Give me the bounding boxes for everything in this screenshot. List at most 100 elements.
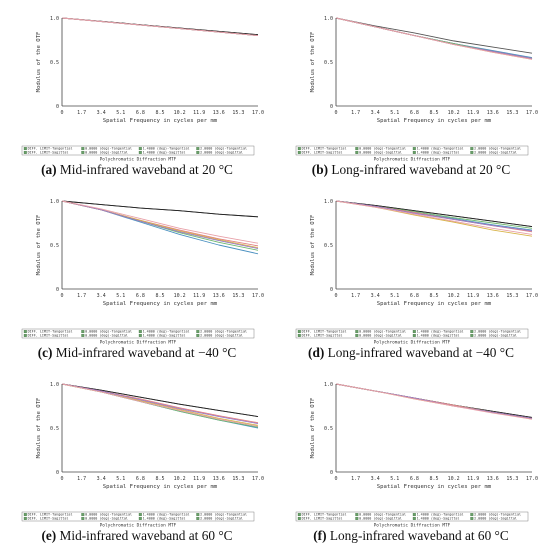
legend-entry: 0.0000 (deg)-Tangential — [359, 513, 406, 517]
y-tick-label: 0 — [56, 470, 59, 476]
y-tick-label: 1.0 — [324, 199, 333, 205]
legend-entry: 1.4000 (deg)-Sagittal — [417, 151, 460, 155]
x-tick-label: 6.8 — [410, 293, 419, 299]
x-axis-label: Spatial Frequency in cycles per mm — [103, 118, 218, 124]
legend-entry: DIFF. LIMIT-Tangential — [302, 147, 347, 151]
legend-entry: 2.0000 (deg)-Sagittal — [474, 334, 517, 338]
mtf-chart-svg: 0 1.7 3.4 5.1 6.8 8.5 10.2 11.9 13.6 15.3 17.0 0 0.5… — [21, 199, 264, 346]
legend-entry: 1.4000 (deg)-Tangential — [417, 147, 464, 151]
legend-swatch — [196, 151, 200, 154]
legend-entry: 1.4000 (deg)-Sagittal — [143, 517, 186, 521]
legend-entry: 2.0000 (deg)-Tangential — [474, 147, 521, 151]
x-tick-label: 15.3 — [506, 476, 518, 482]
legend-swatch — [196, 147, 200, 151]
legend-entry: 2.0000 (deg)-Tangential — [474, 513, 521, 517]
legend-swatch — [297, 334, 301, 337]
mtf-panel: 0 1.7 3.4 5.1 6.8 8.5 10.2 11.9 13.6 15.3 17.0 0 0.5… — [274, 366, 548, 549]
x-tick-label: 3.4 — [97, 476, 106, 482]
plot-area — [336, 18, 532, 106]
x-tick-label: 6.8 — [136, 293, 145, 299]
panel-caption-text: Long-infrared waveband at 60 °C — [326, 528, 509, 543]
chart-footer-label: Polychromatic Diffraction MTF — [100, 523, 177, 529]
panel-label: (c) — [37, 345, 53, 360]
x-tick-label: 15.3 — [232, 293, 244, 299]
series-line-f2-tangential — [61, 200, 259, 249]
legend-box — [295, 511, 529, 522]
y-tick-label: 1.0 — [324, 16, 333, 22]
legend-entry: 0.0000 (deg)-Tangential — [359, 330, 406, 334]
legend-entry: 1.4000 (deg)-Sagittal — [143, 334, 186, 338]
series-line-f2-sagittal — [61, 17, 259, 37]
x-tick-label: 17.0 — [526, 293, 538, 299]
panel-caption-text: Mid-infrared waveband at 20 °C — [56, 162, 233, 177]
legend-swatch — [470, 513, 474, 517]
x-tick-label: 11.9 — [193, 110, 205, 116]
series-line-f2-tangential — [335, 200, 533, 232]
series-line-f2-tangential — [61, 383, 259, 425]
legend-entry: 2.0000 (deg)-Tangential — [474, 330, 521, 334]
legend-entry: 1.4000 (deg)-Tangential — [143, 513, 190, 517]
mtf-panel: 0 1.7 3.4 5.1 6.8 8.5 10.2 11.9 13.6 15.3 17.0 0 0.5… — [0, 183, 274, 366]
legend-swatch — [196, 517, 200, 520]
legend-entry: 1.4000 (deg)-Sagittal — [417, 334, 460, 338]
legend-swatch — [355, 513, 359, 517]
x-tick-label: 10.2 — [448, 293, 460, 299]
legend-entry: 1.4000 (deg)-Sagittal — [417, 517, 460, 521]
legend-swatch — [138, 517, 142, 520]
y-tick-label: 1.0 — [50, 199, 59, 205]
x-tick-label: 11.9 — [467, 110, 479, 116]
legend-swatch — [81, 513, 85, 517]
legend-swatch — [196, 513, 200, 517]
y-tick-label: 0.5 — [50, 243, 59, 249]
mtf-panel: 0 1.7 3.4 5.1 6.8 8.5 10.2 11.9 13.6 15.3 17.0 0 0.5… — [0, 366, 274, 549]
x-tick-label: 8.5 — [155, 293, 164, 299]
legend-entry: 2.0000 (deg)-Tangential — [200, 330, 247, 334]
plot-area — [62, 18, 258, 106]
panel-caption: (f) Long-infrared waveband at 60 °C — [274, 528, 548, 544]
panel-label: (f) — [313, 528, 327, 543]
chart-footer-label: Polychromatic Diffraction MTF — [374, 340, 451, 346]
legend-swatch — [412, 151, 416, 154]
x-tick-label: 3.4 — [371, 476, 380, 482]
x-tick-label: 5.1 — [390, 293, 399, 299]
legend-entry: 1.4000 (deg)-Tangential — [143, 330, 190, 334]
mtf-panel: 0 1.7 3.4 5.1 6.8 8.5 10.2 11.9 13.6 15.3 17.0 0 0.5… — [274, 0, 548, 183]
x-axis-label: Spatial Frequency in cycles per mm — [377, 301, 492, 307]
legend-entry: 0.0000 (deg)-Sagittal — [359, 151, 402, 155]
legend-swatch — [470, 517, 474, 520]
x-tick-label: 8.5 — [155, 110, 164, 116]
y-axis-label: Modulus of the OTF — [36, 397, 42, 458]
x-axis-label: Spatial Frequency in cycles per mm — [103, 484, 218, 490]
legend-entry: DIFF. LIMIT-Tangential — [28, 147, 73, 151]
x-tick-label: 13.6 — [487, 293, 499, 299]
x-tick-label: 17.0 — [252, 476, 264, 482]
y-tick-label: 0 — [330, 104, 333, 110]
legend-swatch — [470, 330, 474, 334]
legend-entry: 0.0000 (deg)-Sagittal — [359, 334, 402, 338]
legend-swatch — [23, 151, 27, 154]
legend-entry: 0.0000 (deg)-Tangential — [85, 147, 132, 151]
x-tick-label: 11.9 — [193, 293, 205, 299]
x-tick-label: 6.8 — [136, 110, 145, 116]
chart-footer-label: Polychromatic Diffraction MTF — [374, 157, 451, 163]
legend-entry: 1.4000 (deg)-Tangential — [417, 513, 464, 517]
x-tick-label: 13.6 — [487, 476, 499, 482]
legend-entry: 2.0000 (deg)-Sagittal — [200, 334, 243, 338]
y-tick-label: 1.0 — [324, 382, 333, 388]
x-tick-label: 8.5 — [429, 293, 438, 299]
legend-entry: 0.0000 (deg)-Sagittal — [85, 517, 128, 521]
legend-swatch — [23, 330, 27, 334]
chart-footer-label: Polychromatic Diffraction MTF — [100, 157, 177, 163]
y-tick-label: 0.5 — [324, 243, 333, 249]
legend-entry: DIFF. LIMIT-Sagittal — [28, 517, 69, 521]
legend-entry: DIFF. LIMIT-Tangential — [302, 330, 347, 334]
x-tick-label: 5.1 — [390, 476, 399, 482]
x-tick-label: 11.9 — [193, 476, 205, 482]
y-axis-label: Modulus of the OTF — [310, 214, 316, 275]
legend-swatch — [412, 517, 416, 520]
legend-swatch — [355, 334, 359, 337]
x-tick-label: 1.7 — [351, 476, 360, 482]
mtf-chart-svg: 0 1.7 3.4 5.1 6.8 8.5 10.2 11.9 13.6 15.3 17.0 0 0.5… — [295, 199, 538, 346]
x-tick-label: 3.4 — [97, 110, 106, 116]
legend-entry: 1.4000 (deg)-Sagittal — [143, 151, 186, 155]
